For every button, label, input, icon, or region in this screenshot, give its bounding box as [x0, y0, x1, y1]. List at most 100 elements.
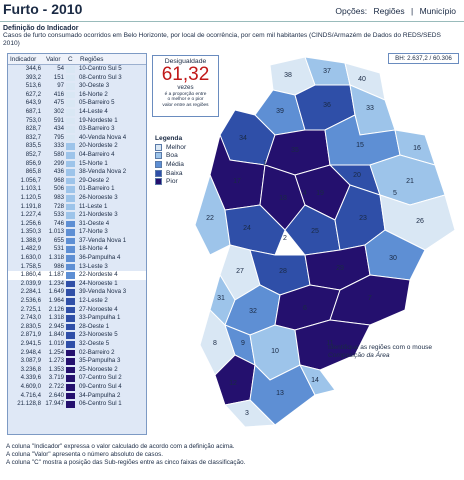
cell-valor: 475 — [53, 99, 64, 107]
table-row[interactable]: 852,7 580 04-Barreiro 4 — [8, 151, 146, 160]
table-row[interactable]: 2.871,9 1.840 23-Noroeste 5 — [8, 331, 146, 340]
table-row[interactable]: 3.236,8 1.353 25-Noroeste 2 — [8, 366, 146, 375]
table-row[interactable]: 1.120,5 983 26-Noroeste 3 — [8, 194, 146, 203]
map-region-label: 27 — [236, 268, 244, 275]
map-region-label: 17 — [233, 178, 241, 185]
cell-class-swatch — [66, 306, 75, 314]
table-row[interactable]: 1.350,3 1.013 17-Norte 3 — [8, 228, 146, 237]
cell-valor: 795 — [53, 133, 64, 141]
table-row[interactable]: 856,9 299 15-Norte 1 — [8, 160, 146, 169]
table-row[interactable]: 344,6 54 10-Centro Sul 5 — [8, 65, 146, 74]
cell-valor: 968 — [53, 176, 64, 184]
table-body: 344,6 54 10-Centro Sul 5 393,2 151 08-Centro … — [8, 65, 146, 409]
table-row[interactable]: 1.758,5 986 13-Leste 3 — [8, 263, 146, 272]
table-row[interactable]: 2.284,1 1.649 39-Venda Nova 3 — [8, 288, 146, 297]
table-row[interactable]: 753,0 591 19-Nordeste 1 — [8, 117, 146, 126]
regions-link[interactable]: Regiões — [373, 6, 405, 16]
table-row[interactable]: 393,2 151 08-Centro Sul 3 — [8, 74, 146, 83]
table-row[interactable]: 2.743,0 1.318 33-Pampulha 1 — [8, 314, 146, 323]
map-region-label: 11 — [326, 340, 333, 347]
table-row[interactable]: 1.256,6 746 31-Oeste 4 — [8, 220, 146, 229]
map-region[interactable] — [224, 399, 277, 428]
cell-regiao: 40-Venda Nova 4 — [79, 133, 127, 141]
definition-title: Definição do Indicador — [3, 25, 79, 32]
table-row[interactable]: 2.941,5 1.019 32-Oeste 5 — [8, 340, 146, 349]
table-row[interactable]: 2.830,5 2.945 28-Oeste 1 — [8, 323, 146, 332]
table-row[interactable]: 2.725,1 2.126 27-Noroeste 4 — [8, 306, 146, 315]
cell-valor: 533 — [53, 211, 64, 219]
table-row[interactable]: 2.948,4 1.254 02-Barreiro 2 — [8, 349, 146, 358]
cell-valor: 746 — [53, 219, 64, 227]
table-row[interactable]: 1.482,9 531 18-Norte 4 — [8, 245, 146, 254]
table-row[interactable]: 1.191,8 728 11-Leste 1 — [8, 203, 146, 212]
map-region[interactable] — [194, 173, 231, 256]
table-row[interactable]: 832,7 795 40-Venda Nova 4 — [8, 134, 146, 143]
header-valor[interactable]: Valor — [46, 56, 61, 63]
cell-class-swatch — [66, 91, 75, 99]
table-row[interactable]: 1.103,1 506 01-Barreiro 1 — [8, 185, 146, 194]
cell-class-swatch — [66, 186, 75, 193]
table-header: Indicador Valor C Regiões — [8, 54, 146, 65]
cell-regiao: 06-Centro Sul 1 — [79, 400, 122, 408]
table-row[interactable]: 1.056,7 968 29-Oeste 2 — [8, 177, 146, 186]
legend-swatch — [155, 178, 162, 186]
header-indicador[interactable]: Indicador — [10, 56, 37, 63]
table-row[interactable]: 1.388,9 655 37-Venda Nova 1 — [8, 237, 146, 246]
table-row[interactable]: 828,7 434 03-Barreiro 3 — [8, 125, 146, 134]
table-row[interactable]: 2.536,6 1.964 12-Leste 2 — [8, 297, 146, 306]
table-row[interactable]: 21.128,8 17.947 06-Centro Sul 1 — [8, 400, 146, 409]
disparity-explanation-line: o melhor e o pior — [167, 97, 204, 103]
ranking-table: Indicador Valor C Regiões 344,6 54 10-Cent… — [7, 53, 147, 435]
cell-indicador: 1.758,5 — [20, 262, 41, 270]
cell-regiao: 21-Nordeste 3 — [79, 211, 118, 219]
cell-valor: 54 — [57, 65, 64, 72]
disparity-explanation: é a proporção entre o melhor e o pior va… — [153, 92, 218, 108]
table-row[interactable]: 1.630,0 1.318 36-Pampulha 4 — [8, 254, 146, 263]
map-region-label: 13 — [276, 390, 284, 397]
map-region-label: 22 — [206, 215, 214, 222]
cell-valor: 1.649 — [48, 288, 64, 296]
cell-indicador: 2.725,1 — [20, 305, 41, 313]
cell-indicador: 753,0 — [25, 116, 41, 124]
cell-indicador: 3.236,8 — [20, 365, 41, 373]
cell-regiao: 30-Oeste 3 — [79, 82, 110, 90]
table-row[interactable]: 4.339,6 3.719 07-Centro Sul 2 — [8, 374, 146, 383]
cell-class-swatch — [66, 229, 75, 236]
cell-indicador: 2.830,5 — [20, 322, 41, 330]
table-row[interactable]: 1.860,4 1.187 22-Nordeste 4 — [8, 271, 146, 280]
cell-class-swatch — [66, 375, 75, 382]
legend-swatch — [155, 169, 162, 177]
table-row[interactable]: 3.087,9 1.273 35-Pampulha 3 — [8, 357, 146, 366]
map-region-label: 4 — [303, 190, 307, 197]
cell-indicador: 832,7 — [25, 133, 41, 141]
cell-valor: 2.722 — [48, 382, 64, 390]
cell-valor: 1.234 — [48, 279, 64, 287]
header-c[interactable]: C — [68, 56, 73, 63]
map-region[interactable] — [299, 364, 336, 396]
cell-valor: 1.964 — [48, 297, 64, 305]
table-row[interactable]: 4.716,4 2.640 34-Pampulha 2 — [8, 392, 146, 401]
map-region[interactable] — [364, 229, 426, 281]
table-row[interactable]: 687,1 302 14-Leste 4 — [8, 108, 146, 117]
cell-valor: 1.187 — [48, 271, 64, 279]
table-row[interactable]: 2.039,9 1.234 24-Noroeste 1 — [8, 280, 146, 289]
cell-valor: 986 — [53, 262, 64, 270]
cell-indicador: 4.716,4 — [20, 391, 41, 399]
cell-indicador: 1.103,1 — [20, 185, 41, 193]
table-row[interactable]: 1.227,4 533 21-Nordeste 3 — [8, 211, 146, 220]
cell-class-swatch — [66, 194, 75, 202]
table-row[interactable]: 865,8 436 38-Venda Nova 2 — [8, 168, 146, 177]
disparity-box: Desigualdade 61,32 vezes é a proporção e… — [152, 55, 219, 117]
table-row[interactable]: 513,6 97 30-Oeste 3 — [8, 82, 146, 91]
cell-class-swatch — [66, 237, 75, 245]
cell-class-swatch — [66, 263, 75, 271]
cell-indicador: 687,1 — [25, 107, 41, 115]
table-row[interactable]: 627,2 416 16-Norte 2 — [8, 91, 146, 100]
definition-text: Casos de furto consumado ocorridos em Be… — [3, 32, 441, 47]
municipality-link[interactable]: Município — [419, 6, 456, 16]
area-composition-link[interactable]: Composição da Área — [328, 352, 390, 359]
header-regioes[interactable]: Regiões — [80, 56, 104, 63]
table-row[interactable]: 835,5 333 20-Nordeste 2 — [8, 142, 146, 151]
table-row[interactable]: 643,9 475 05-Barreiro 5 — [8, 99, 146, 108]
table-row[interactable]: 4.609,0 2.722 09-Centro Sul 4 — [8, 383, 146, 392]
